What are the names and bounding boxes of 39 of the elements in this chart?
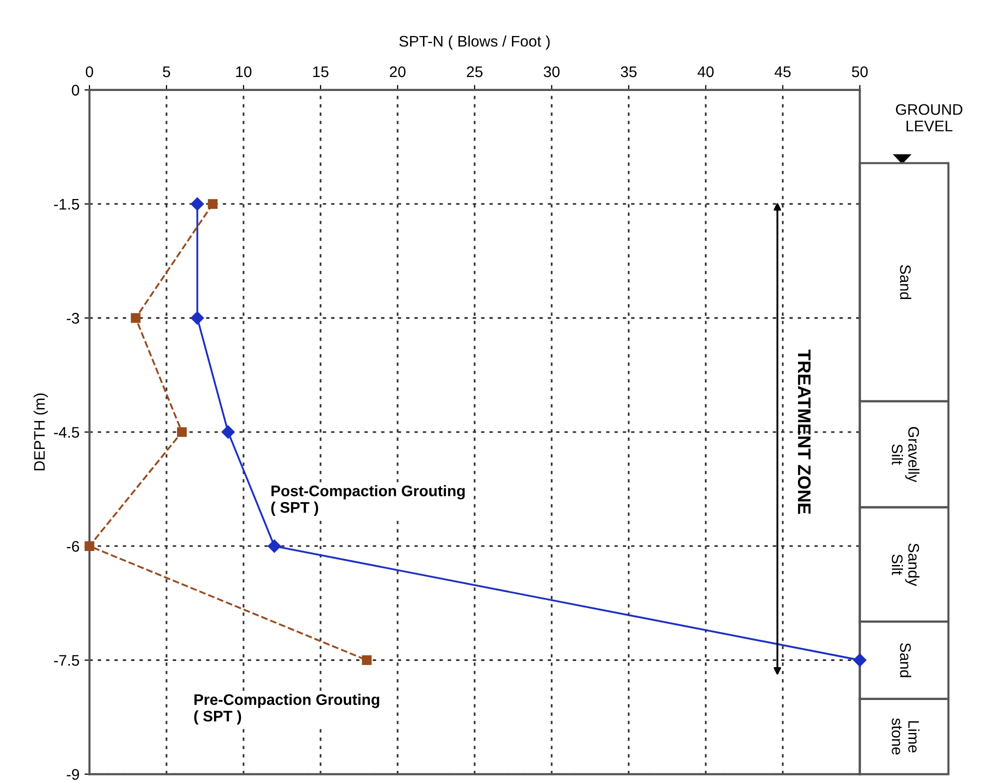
text: GROUND LEVEL [896, 104, 962, 132]
x-tick-label: 50 [852, 66, 868, 78]
text: Lime stone [892, 718, 920, 755]
y-tick-label: -9 [66, 769, 80, 780]
point [208, 199, 218, 209]
x-tick-label: 40 [698, 66, 714, 78]
x-tick-label: 10 [236, 66, 252, 78]
point [268, 540, 281, 553]
x-tick-label: 25 [466, 66, 482, 78]
y-tick-label: 0 [72, 84, 80, 96]
text: Sand [900, 265, 912, 300]
text: Gravelly Silt [892, 427, 920, 482]
point [362, 655, 372, 665]
point [222, 425, 235, 439]
annotation: TREATMENT ZONE [798, 350, 811, 514]
point [853, 654, 866, 667]
y-tick-label: -4.5 [54, 427, 80, 438]
x-tick-label: 0 [86, 66, 94, 78]
x-tick-label: 5 [162, 66, 170, 78]
x-axis-title: SPT-N ( Blows / Foot ) [399, 35, 550, 50]
y-tick-label: -6 [66, 540, 80, 552]
x-tick-label: 30 [544, 66, 560, 78]
point [84, 541, 94, 551]
y-tick-label: -7.5 [54, 655, 80, 666]
text: Sandy Silt [892, 543, 920, 586]
point [190, 311, 204, 325]
y-tick-label: -1.5 [54, 198, 80, 210]
x-tick-label: 15 [313, 66, 328, 78]
x-tick-label: 20 [390, 66, 406, 78]
x-tick-label: 45 [774, 66, 791, 78]
point [130, 313, 141, 323]
series-label: Post-Compaction Grouting ( SPT ) [271, 485, 465, 516]
text: Pre-Compaction Grouting ( SPT ) [194, 694, 380, 725]
y-axis-title: DEPTH (m) [34, 394, 48, 470]
point [177, 427, 187, 437]
y-tick-label: -3 [66, 312, 80, 324]
x-tick-label: 35 [620, 66, 637, 78]
point [190, 197, 204, 211]
text: Sand [900, 643, 912, 678]
